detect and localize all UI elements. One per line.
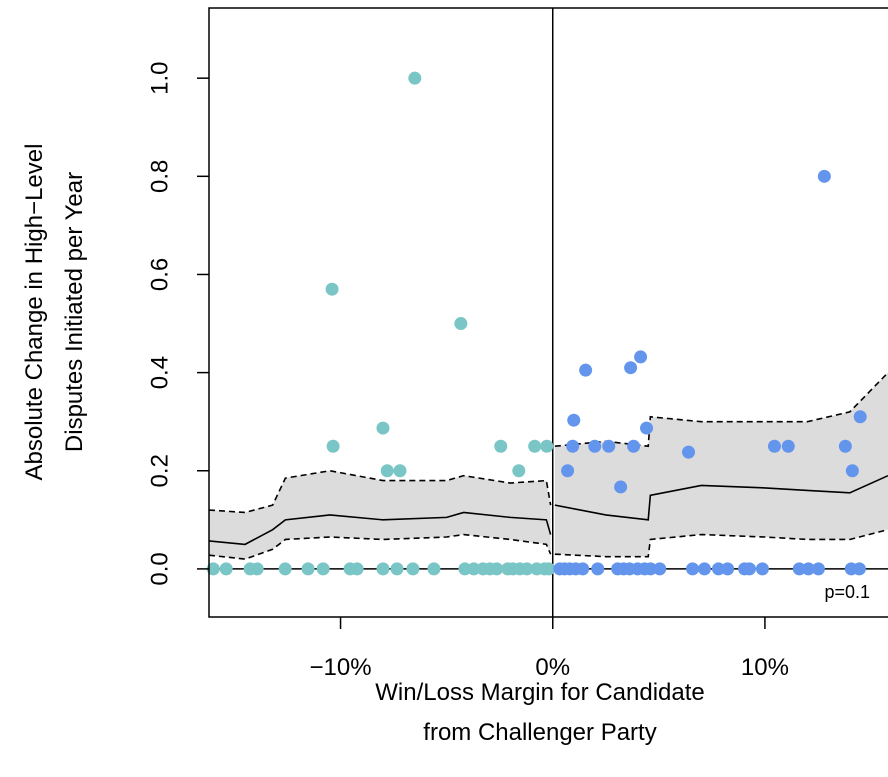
x-axis-title: from Challenger Party (423, 719, 656, 746)
point (561, 464, 575, 478)
point (755, 562, 769, 576)
point (614, 480, 628, 494)
point (406, 562, 420, 576)
point (602, 439, 616, 453)
y-tick-label: 0.4 (146, 356, 173, 389)
point (408, 71, 422, 85)
y-tick-label: 0.0 (146, 552, 173, 585)
point (542, 562, 556, 576)
point (494, 439, 508, 453)
point (490, 562, 504, 576)
point (512, 464, 526, 478)
point (316, 562, 330, 576)
point (350, 562, 364, 576)
point (566, 439, 580, 453)
point (811, 562, 825, 576)
point (579, 363, 593, 377)
point (644, 562, 658, 576)
point (467, 562, 481, 576)
point (393, 464, 407, 478)
y-tick-label: 0.8 (146, 160, 173, 193)
point (219, 562, 233, 576)
point (697, 562, 711, 576)
point (781, 439, 795, 453)
point (250, 562, 264, 576)
upper-line (208, 372, 888, 514)
point (454, 317, 468, 331)
point (376, 421, 390, 435)
point (588, 439, 602, 453)
mid-line (208, 474, 888, 546)
point (301, 562, 315, 576)
y-axis-title: Disputes Initiated per Year (61, 172, 88, 452)
point (845, 464, 859, 478)
x-axis-title: Win/Loss Margin for Candidate (375, 679, 704, 706)
point (325, 282, 339, 296)
point (567, 413, 581, 427)
point (653, 562, 667, 576)
lower-line (208, 528, 888, 560)
point (624, 361, 638, 375)
plot-frame (208, 7, 888, 618)
point (801, 562, 815, 576)
confidence-band (209, 470, 551, 560)
point (520, 562, 534, 576)
x-tick-label: −10% (310, 654, 372, 681)
point (853, 410, 867, 424)
point (326, 439, 340, 453)
y-axis-title: Absolute Change in High−Level (21, 144, 48, 481)
confidence-band (554, 372, 888, 557)
point (390, 562, 404, 576)
point (427, 562, 441, 576)
point (380, 464, 394, 478)
point (640, 421, 654, 435)
point (721, 562, 735, 576)
point (682, 445, 696, 459)
point (817, 169, 831, 183)
point (838, 439, 852, 453)
point (540, 439, 554, 453)
point (576, 562, 590, 576)
x-tick-label: 0% (535, 654, 570, 681)
point (206, 562, 220, 576)
point (376, 562, 390, 576)
point (627, 439, 641, 453)
point (852, 562, 866, 576)
annotation: p=0.1 (824, 582, 870, 602)
y-tick-label: 0.2 (146, 454, 173, 487)
point (278, 562, 292, 576)
point (742, 562, 756, 576)
point (792, 562, 806, 576)
y-tick-label: 0.6 (146, 258, 173, 291)
x-tick-label: 10% (741, 654, 789, 681)
point (711, 562, 725, 576)
y-tick-label: 1.0 (146, 61, 173, 94)
point (458, 562, 472, 576)
point (634, 350, 648, 364)
point (591, 562, 605, 576)
point (528, 439, 542, 453)
point (686, 562, 700, 576)
point (767, 439, 781, 453)
